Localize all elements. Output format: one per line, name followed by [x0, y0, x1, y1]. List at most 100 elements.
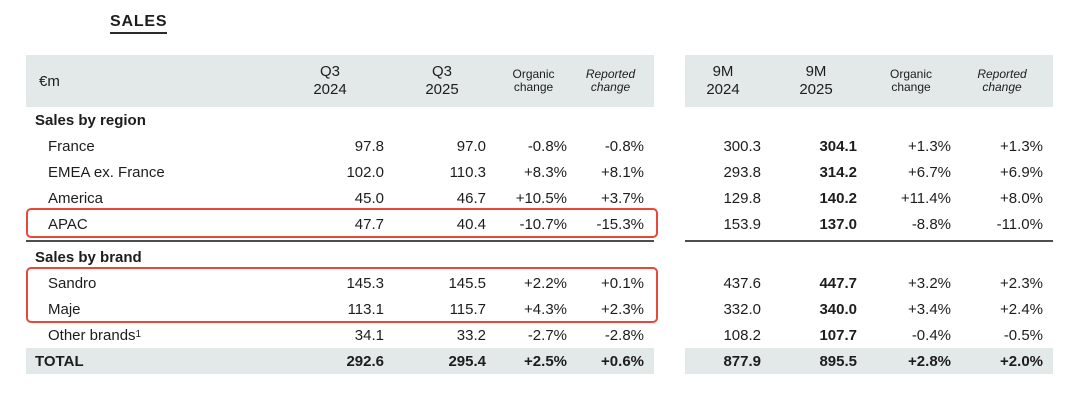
row-right-half — [685, 244, 1053, 270]
cell-value: 304.1 — [819, 137, 857, 155]
cell-value: +8.0% — [1000, 189, 1043, 207]
cell-value: 293.8 — [723, 163, 761, 181]
cell-value: -11.0% — [996, 215, 1043, 233]
separator-line-right — [685, 237, 1053, 242]
row-label: Other brands 1 — [48, 326, 142, 344]
cell-value: -8.8% — [911, 215, 951, 233]
cell-value: +1.3% — [1000, 137, 1043, 155]
cell-value: 115.7 — [449, 300, 486, 318]
cell-value: 140.2 — [819, 189, 857, 207]
row-right-half — [685, 107, 1053, 133]
cell-value: -2.8% — [604, 326, 644, 344]
cell-value: 145.5 — [448, 274, 486, 292]
table-header-row: €m Q3 2024 Q3 2025 Organic change Reported chan… — [26, 55, 1053, 107]
table-gap — [654, 296, 685, 322]
cell-value: -0.4% — [911, 326, 951, 344]
cell-value: 137.0 — [819, 215, 857, 233]
column-header: Organic change — [871, 55, 961, 107]
table-row: APAC 47.7 40.4 -10.7% -15.3% 153.9 137.0 -8.8% -… — [26, 211, 1053, 237]
separator-line-left — [26, 237, 654, 242]
section-separator — [26, 237, 1053, 244]
table-gap — [654, 159, 685, 185]
row-right-half: 153.9 137.0 -8.8% -11.0% — [685, 211, 1053, 237]
table-row: Maje 113.1 115.7 +4.3% +2.3% 332.0 340.0 +3.4% +… — [26, 296, 1053, 322]
total-label: TOTAL — [35, 352, 84, 370]
section-label: Sales by brand — [35, 248, 142, 266]
row-label: EMEA ex. France — [48, 163, 165, 181]
cell-value: +2.0% — [1000, 352, 1043, 370]
cell-value: 292.6 — [346, 352, 384, 370]
table-row: Other brands 1 34.1 33.2 -2.7% -2.8% 108.2 107.… — [26, 322, 1053, 348]
row-left-half: TOTAL 292.6 295.4 +2.5% +0.6% — [26, 348, 654, 374]
column-header-top-line: 9M — [712, 63, 734, 80]
table-gap — [654, 237, 685, 244]
table-gap — [654, 348, 685, 374]
column-header-top-line: Q3 — [319, 63, 340, 80]
table-gap — [654, 211, 685, 237]
row-label: Sandro — [48, 274, 97, 292]
column-header: Reported change — [961, 55, 1053, 107]
table-gap — [654, 244, 685, 270]
section-header-row: Sales by region — [26, 107, 1053, 133]
table-row: Sandro 145.3 145.5 +2.2% +0.1% 437.6 447.7 +3.2… — [26, 270, 1053, 296]
column-header-top-line: Organic — [512, 66, 555, 81]
cell-value: 34.1 — [354, 326, 384, 344]
page-title: SALES — [110, 13, 168, 34]
cell-value: 107.7 — [819, 326, 857, 344]
row-left-half: Sales by brand — [26, 244, 654, 270]
row-right-half: 332.0 340.0 +3.4% +2.4% — [685, 296, 1053, 322]
cell-value: 877.9 — [723, 352, 761, 370]
sales-table: €m Q3 2024 Q3 2025 Organic change Reported chan… — [26, 55, 1053, 374]
table-gap — [654, 270, 685, 296]
cell-value: 46.7 — [456, 189, 486, 207]
column-header: Reported change — [577, 55, 654, 107]
row-left-half: America 45.0 46.7 +10.5% +3.7% — [26, 185, 654, 211]
cell-value: -0.8% — [527, 137, 567, 155]
cell-value: 45.0 — [354, 189, 384, 207]
cell-value: +2.3% — [601, 300, 644, 318]
cell-value: +6.9% — [1000, 163, 1043, 181]
row-left-half: Sales by region — [26, 107, 654, 133]
column-header: 9M 2025 — [775, 55, 871, 107]
cell-value: +10.5% — [515, 189, 567, 207]
column-header: Organic change — [500, 55, 577, 107]
cell-value: -15.3% — [596, 215, 644, 233]
row-right-half: 437.6 447.7 +3.2% +2.3% — [685, 270, 1053, 296]
row-label: France — [48, 137, 95, 155]
cell-value: 102.0 — [346, 163, 384, 181]
column-header-top-line: Organic — [889, 66, 933, 81]
cell-value: 108.2 — [723, 326, 761, 344]
row-label: Maje — [48, 300, 81, 318]
cell-value: +8.3% — [524, 163, 567, 181]
row-right-half: 300.3 304.1 +1.3% +1.3% — [685, 133, 1053, 159]
cell-value: +3.4% — [908, 300, 951, 318]
row-right-half: 108.2 107.7 -0.4% -0.5% — [685, 322, 1053, 348]
column-header-bottom-line: 2025 — [425, 81, 459, 98]
cell-value: 113.1 — [347, 300, 384, 318]
column-header-bottom-line: change — [982, 80, 1022, 94]
cell-value: +8.1% — [601, 163, 644, 181]
cell-value: 895.5 — [819, 352, 857, 370]
cell-value: +4.3% — [524, 300, 567, 318]
table-row: EMEA ex. France 102.0 110.3 +8.3% +8.1% 293.8… — [26, 159, 1053, 185]
cell-value: -0.5% — [1003, 326, 1043, 344]
cell-value: 332.0 — [723, 300, 761, 318]
q3-column-headers: Q3 2024 Q3 2025 Organic change Reported change — [276, 55, 654, 107]
cell-value: 437.6 — [723, 274, 761, 292]
cell-value: +3.7% — [601, 189, 644, 207]
cell-value: +1.3% — [908, 137, 951, 155]
cell-value: +2.8% — [908, 352, 951, 370]
row-left-half: France 97.8 97.0 -0.8% -0.8% — [26, 133, 654, 159]
cell-value: 129.8 — [723, 189, 761, 207]
table-gap — [654, 185, 685, 211]
cell-value: +2.2% — [524, 274, 567, 292]
cell-value: 33.2 — [456, 326, 486, 344]
column-header: Q3 2025 — [398, 55, 500, 107]
cell-value: 40.4 — [456, 215, 486, 233]
cell-value: 153.9 — [723, 215, 761, 233]
column-header: Q3 2024 — [276, 55, 398, 107]
cell-value: 340.0 — [819, 300, 857, 318]
cell-value: +2.4% — [1000, 300, 1043, 318]
cell-value: +0.1% — [601, 274, 644, 292]
